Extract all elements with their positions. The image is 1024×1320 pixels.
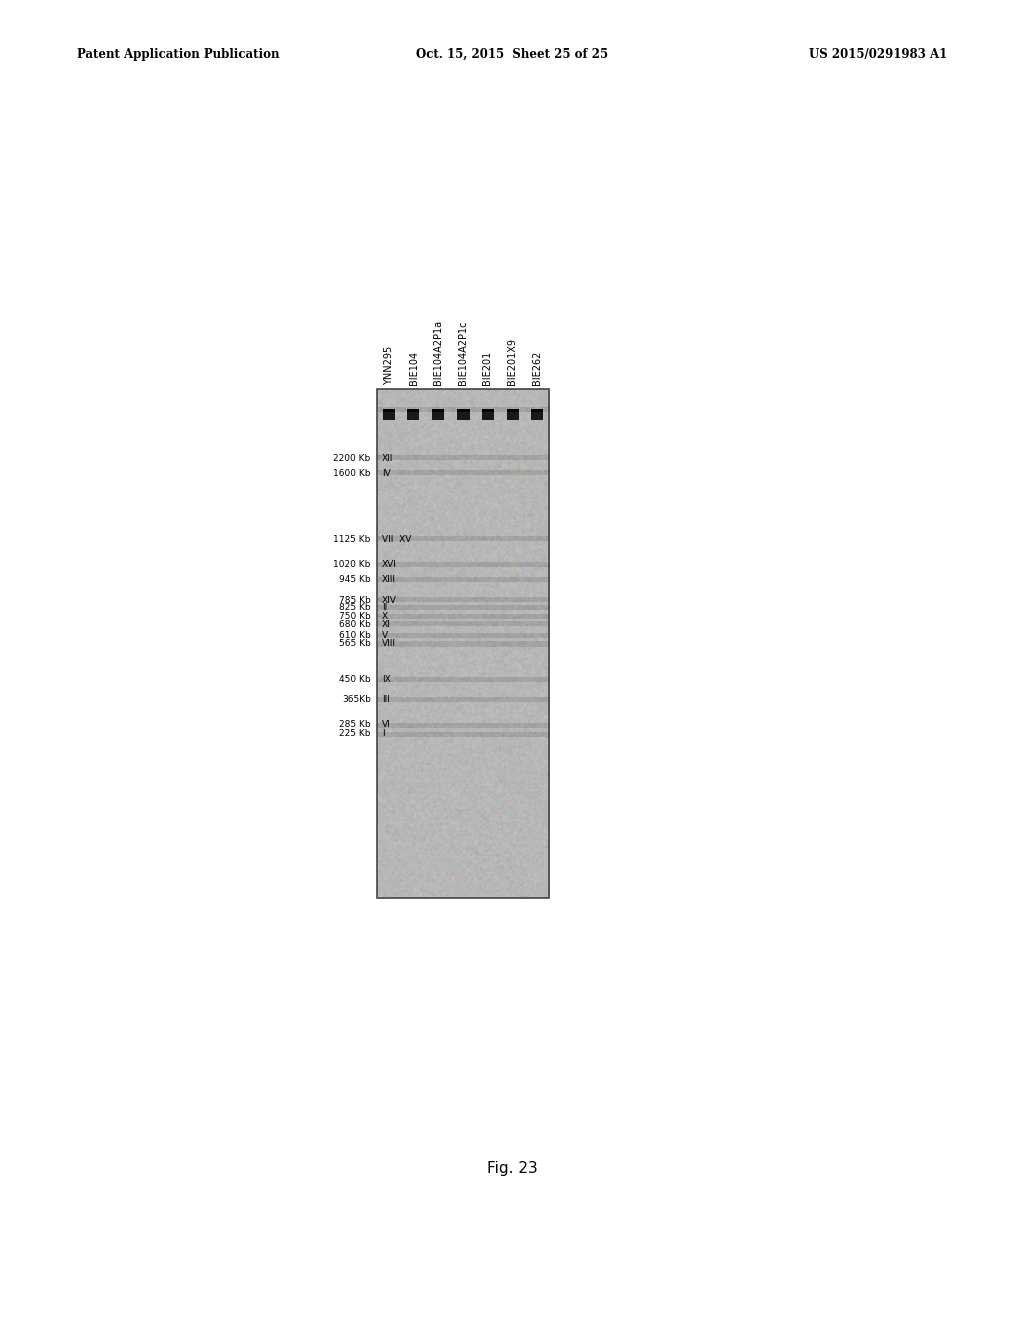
Text: 2200 Kb: 2200 Kb xyxy=(334,454,371,462)
Text: 285 Kb: 285 Kb xyxy=(339,721,371,730)
Text: Oct. 15, 2015  Sheet 25 of 25: Oct. 15, 2015 Sheet 25 of 25 xyxy=(416,48,608,61)
Text: 610 Kb: 610 Kb xyxy=(339,631,371,640)
Text: 1020 Kb: 1020 Kb xyxy=(334,560,371,569)
Text: YNN295: YNN295 xyxy=(384,346,394,385)
Text: I: I xyxy=(382,730,385,738)
Text: Patent Application Publication: Patent Application Publication xyxy=(77,48,280,61)
Text: IV: IV xyxy=(382,469,391,478)
Text: 450 Kb: 450 Kb xyxy=(339,675,371,684)
Text: X: X xyxy=(382,612,388,622)
Text: XIII: XIII xyxy=(382,576,396,585)
Text: BIE201: BIE201 xyxy=(482,351,493,385)
Text: 680 Kb: 680 Kb xyxy=(339,619,371,628)
Text: BIE262: BIE262 xyxy=(531,351,542,385)
Text: Fig. 23: Fig. 23 xyxy=(486,1160,538,1176)
Text: 1600 Kb: 1600 Kb xyxy=(333,469,371,478)
Text: V: V xyxy=(382,631,388,640)
Text: 225 Kb: 225 Kb xyxy=(339,730,371,738)
Text: II: II xyxy=(382,603,387,612)
Text: BIE201X9: BIE201X9 xyxy=(507,338,517,385)
Text: BIE104A2P1a: BIE104A2P1a xyxy=(433,321,443,385)
Text: 565 Kb: 565 Kb xyxy=(339,639,371,648)
Text: VI: VI xyxy=(382,721,391,730)
Text: BIE104A2P1c: BIE104A2P1c xyxy=(458,321,468,385)
Text: BIE104: BIE104 xyxy=(409,351,419,385)
Text: XI: XI xyxy=(382,619,391,628)
Text: 825 Kb: 825 Kb xyxy=(339,603,371,612)
Text: 750 Kb: 750 Kb xyxy=(339,612,371,622)
Text: 365Kb: 365Kb xyxy=(342,694,371,704)
Text: VIII: VIII xyxy=(382,639,396,648)
Text: XII: XII xyxy=(382,454,393,462)
Text: XVI: XVI xyxy=(382,560,397,569)
Text: 1125 Kb: 1125 Kb xyxy=(334,535,371,544)
Text: US 2015/0291983 A1: US 2015/0291983 A1 xyxy=(809,48,947,61)
Bar xyxy=(377,389,549,898)
Text: 945 Kb: 945 Kb xyxy=(339,576,371,585)
Text: 785 Kb: 785 Kb xyxy=(339,595,371,605)
Text: XIV: XIV xyxy=(382,595,397,605)
Text: III: III xyxy=(382,694,390,704)
Text: IX: IX xyxy=(382,675,391,684)
Text: VII  XV: VII XV xyxy=(382,535,412,544)
